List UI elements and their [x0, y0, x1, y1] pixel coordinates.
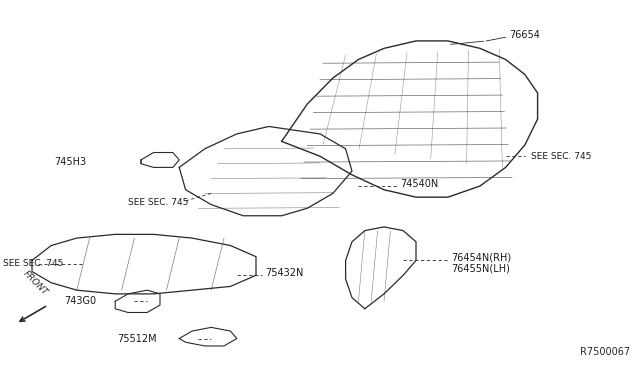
- Text: 76654: 76654: [509, 31, 540, 40]
- Text: 75432N: 75432N: [266, 269, 304, 278]
- Text: 76454N(RH): 76454N(RH): [451, 252, 511, 262]
- Text: 743G0: 743G0: [64, 296, 96, 306]
- Text: 745H3: 745H3: [54, 157, 86, 167]
- Text: SEE SEC. 745: SEE SEC. 745: [531, 152, 591, 161]
- Text: R7500067: R7500067: [580, 347, 630, 357]
- Text: SEE SEC. 745: SEE SEC. 745: [3, 259, 63, 267]
- Text: 76455N(LH): 76455N(LH): [451, 263, 510, 273]
- Text: 75512M: 75512M: [117, 334, 157, 344]
- Text: SEE SEC. 745: SEE SEC. 745: [128, 198, 188, 207]
- Text: FRONT: FRONT: [21, 269, 49, 298]
- Text: 74540N: 74540N: [400, 179, 438, 189]
